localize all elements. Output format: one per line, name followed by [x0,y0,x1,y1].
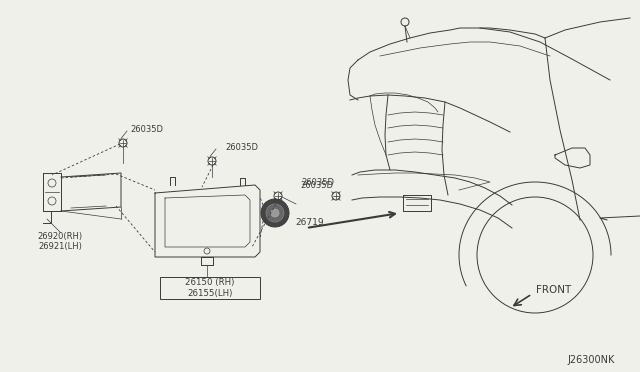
Text: 26150 (RH)
26155(LH): 26150 (RH) 26155(LH) [186,278,235,298]
Circle shape [261,199,289,227]
Text: 26920(RH)
26921(LH): 26920(RH) 26921(LH) [37,232,83,251]
Circle shape [271,209,279,217]
Text: FRONT: FRONT [536,285,572,295]
Text: 26035D: 26035D [130,125,163,134]
Text: 26035D: 26035D [225,142,258,151]
Circle shape [266,204,284,222]
Text: 26719: 26719 [295,218,324,227]
Text: J26300NK: J26300NK [568,355,615,365]
Text: 26035D: 26035D [300,180,333,189]
Text: 26035D: 26035D [301,177,335,186]
Bar [160,277,260,299]
